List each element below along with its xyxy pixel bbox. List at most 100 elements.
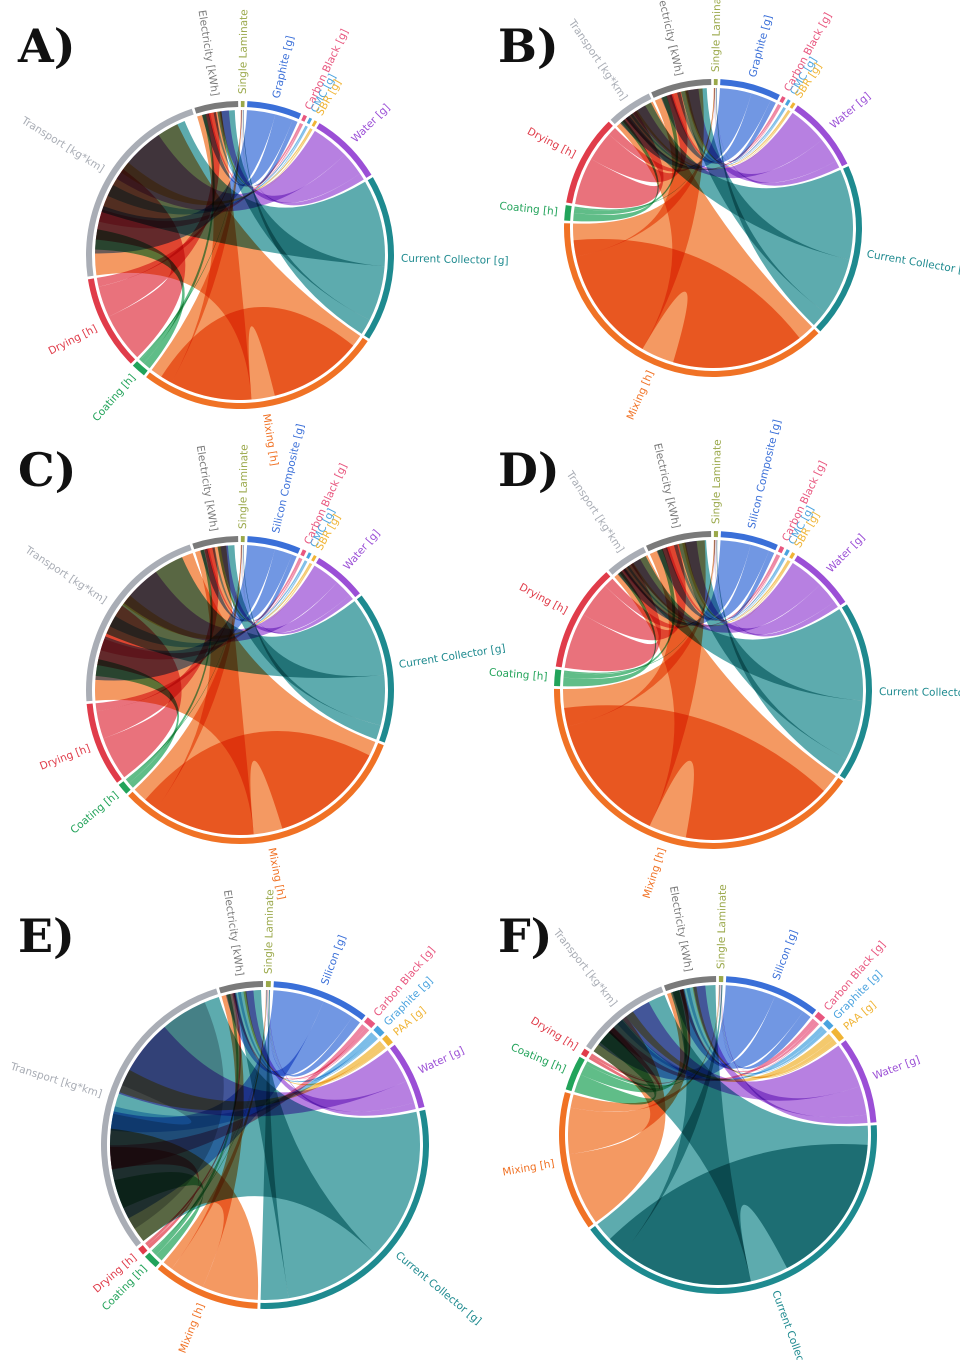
segment-arc-coating <box>132 361 148 376</box>
segment-arc-water <box>316 123 372 178</box>
segment-arc-electricity <box>651 79 712 98</box>
chord-silicon-to-single-laminate <box>266 990 360 1077</box>
segment-label-transport: Transport [kg*km] <box>22 544 109 607</box>
segment-label-coating: Coating [h] <box>509 1041 568 1075</box>
segment-arc-graphite <box>373 1025 385 1037</box>
chord-current-collector-to-transport <box>593 994 869 1282</box>
chord-water-to-electricity <box>693 985 867 1118</box>
segment-arc-electricity <box>194 101 239 114</box>
segment-arc-mixing <box>558 1092 594 1228</box>
panel-letter-d: D) <box>498 443 560 497</box>
segment-label-electricity: Electricity [kWh] <box>654 0 685 77</box>
segment-label-drying: Drying [h] <box>528 1015 579 1053</box>
segment-label-mixing: Mixing [h] <box>502 1158 556 1179</box>
segment-arc-drying <box>566 121 613 204</box>
panel-a: A) Single Laminate Graphite [g] Carbon Bla… <box>17 9 509 467</box>
segment-arc-cmc <box>784 99 791 106</box>
segment-arc-single-laminate <box>265 981 271 988</box>
segment-arc-paa <box>382 1034 393 1047</box>
segment-arc-silicon <box>725 976 817 1015</box>
segment-arc-sbr <box>789 102 796 109</box>
segment-arc-carbon-black <box>777 546 785 554</box>
chord-mixing-to-single-laminate <box>570 985 720 1112</box>
segment-label-transport: Transport [kg*km] <box>563 468 626 555</box>
segment-arc-mixing <box>128 743 384 844</box>
segment-label-transport: Transport [kg*km] <box>550 926 619 1009</box>
segment-arc-transport <box>610 93 652 125</box>
segment-label-transport: Transport [kg*km] <box>565 17 629 103</box>
chord-current-collector-to-transport <box>625 102 853 260</box>
segment-arc-silicon-composite <box>247 536 301 554</box>
segment-arc-water <box>390 1044 425 1109</box>
chord-coating-to-electricity <box>580 990 688 1093</box>
chord-silicon-to-electricity <box>225 992 353 1076</box>
chords-d <box>563 540 863 840</box>
segment-label-electricity: Electricity [kWh] <box>667 885 694 973</box>
segment-label-current-collector: Current Collector [g] <box>769 1289 817 1360</box>
chord-silicon-to-single-laminate <box>719 985 811 1069</box>
segment-label-transport: Transport [kg*km] <box>8 1060 103 1100</box>
segment-arc-paa <box>831 1027 844 1042</box>
segment-arc-electricity <box>192 536 239 550</box>
chord-mixing-to-single-laminate <box>573 88 715 257</box>
segment-label-electricity: Electricity [kWh] <box>195 9 220 97</box>
chord-current-collector-to-transport <box>623 555 863 701</box>
segment-arc-graphite <box>720 79 780 101</box>
segment-label-graphite: Graphite [g] <box>271 35 297 100</box>
panel-letter-f: F) <box>498 909 552 963</box>
segment-arc-drying <box>138 1245 148 1255</box>
segment-arc-sbr <box>311 554 317 562</box>
segment-arc-drying <box>555 572 611 668</box>
segment-label-electricity: Electricity [kWh] <box>221 889 246 977</box>
chord-water-to-electricity <box>685 88 836 184</box>
chord-mixing-to-single-laminate <box>151 110 242 383</box>
panel-d: D) Single Laminate Silicon Composite [g] C… <box>488 418 960 900</box>
chord-mixing-to-electricity <box>568 988 691 1155</box>
segment-label-water: Water [g] <box>871 1054 921 1083</box>
chord-drying-to-electricity <box>583 543 686 641</box>
segment-arc-drying <box>581 1048 590 1058</box>
panel-b: B) Single Laminate Graphite [g] Carbon Bla… <box>498 0 960 422</box>
segment-arc-coating <box>565 1056 585 1092</box>
segment-arc-graphite <box>247 101 302 120</box>
chord-current-collector-to-electricity <box>217 110 385 320</box>
chord-sbr-to-transport <box>120 128 312 206</box>
segment-arc-sbr <box>311 120 318 127</box>
segment-arc-electricity <box>218 981 264 994</box>
segment-label-single-laminate: Single Laminate <box>710 439 724 524</box>
segment-arc-transport <box>608 547 647 575</box>
segment-arc-cmc <box>306 552 312 559</box>
segment-label-silicon: Silicon [g] <box>319 933 349 986</box>
segment-label-mixing: Mixing [h] <box>260 413 280 467</box>
segment-label-electricity: Electricity [kWh] <box>194 445 220 533</box>
segment-arc-single-laminate <box>713 79 718 86</box>
segment-label-mixing: Mixing [h] <box>177 1302 208 1355</box>
segment-arc-transport <box>86 544 192 702</box>
segment-arc-drying <box>86 703 122 783</box>
chord-carbon-black-to-single-laminate <box>241 110 304 187</box>
chord-coating-to-electricity <box>573 95 679 215</box>
segment-label-silicon: Silicon [g] <box>771 928 801 981</box>
chord-silicon-composite-to-single-laminate <box>241 545 297 621</box>
segment-arc-silicon-composite <box>720 531 778 551</box>
segment-arc-single-laminate <box>240 101 245 108</box>
chord-water-to-electricity <box>220 545 350 633</box>
segment-arc-sbr <box>789 552 796 559</box>
segment-arc-water <box>840 1040 877 1123</box>
segment-label-water: Water [g] <box>349 102 392 145</box>
segment-arc-current-collector <box>356 595 394 743</box>
segment-arc-graphite <box>823 1019 834 1030</box>
chord-drying-to-electricity <box>98 111 220 317</box>
chord-mixing-to-electricity <box>575 88 704 349</box>
panel-f: F) Single Laminate Silicon [g] Carbon Blac… <box>498 884 922 1360</box>
segment-arc-current-collector <box>839 604 872 779</box>
segment-arc-single-laminate <box>718 976 724 983</box>
chord-drying-to-transport <box>564 563 661 672</box>
chord-drying-to-transport <box>95 169 186 358</box>
chord-sbr-to-transport <box>122 562 312 640</box>
chord-water-to-electricity <box>245 990 415 1112</box>
segment-label-current-collector: Current Collector [g] <box>393 1249 484 1327</box>
chord-current-collector-to-single-laminate <box>716 88 825 326</box>
chord-mixing-to-electricity <box>171 111 252 400</box>
